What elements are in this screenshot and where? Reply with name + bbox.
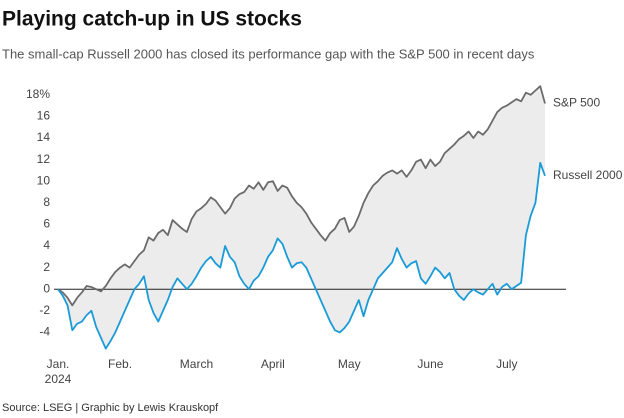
y-tick-label: 18% [26,87,50,101]
series-label: S&P 500 [553,96,600,110]
y-tick-label: 0 [43,281,50,295]
x-tick-label: April [261,357,285,371]
y-tick-label: 10 [37,173,51,187]
chart-subtitle: The small-cap Russell 2000 has closed it… [2,46,535,61]
y-tick-label: 12 [37,152,51,166]
x-tick-label: June [417,357,443,371]
source: Source: LSEG | Graphic by Lewis Krauskop… [2,402,219,414]
y-tick-label: 16 [37,109,51,123]
y-tick-label: 2 [43,260,50,274]
y-tick-label: -4 [39,325,50,339]
x-tick-label: Jan. [47,357,70,371]
x-tick-label: July [496,357,517,371]
series-line [57,161,546,350]
y-tick-label: 4 [43,238,50,252]
y-tick-label: 6 [43,217,50,231]
y-tick-label: 8 [43,195,50,209]
gap-band [58,86,545,349]
chart-title: Playing catch-up in US stocks [2,8,302,31]
y-tick-label: 14 [37,130,51,144]
series-label: Russell 2000 [553,168,623,182]
x-tick-label: May [338,357,361,371]
x-sublabel: 2024 [45,372,72,386]
x-tick-label: March [180,357,213,371]
y-tick-label: -2 [39,303,50,317]
x-tick-label: Feb. [108,357,132,371]
series-line [57,85,546,307]
